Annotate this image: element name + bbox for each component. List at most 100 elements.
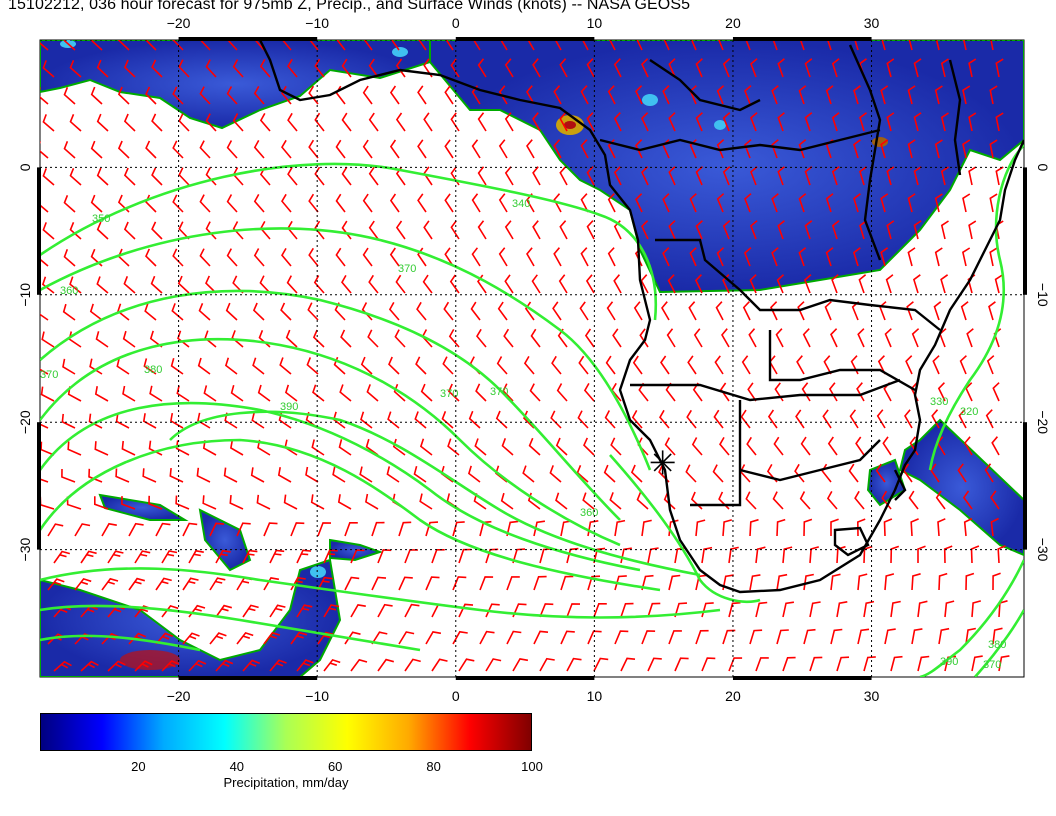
- wind-barb: [881, 40, 886, 51]
- wind-barb: [555, 492, 568, 510]
- wind-barb: [641, 166, 649, 186]
- wind-barb: [287, 58, 298, 78]
- wind-barb: [317, 576, 333, 591]
- wind-barb: [890, 600, 901, 618]
- wind-barb: [224, 357, 238, 375]
- wind-barb: [885, 274, 894, 294]
- colorbar-tick-label: 60: [327, 759, 343, 774]
- wind-barb-feather: [107, 581, 115, 585]
- wind-barb: [471, 139, 481, 159]
- wind-barb: [287, 166, 298, 186]
- wind-barb-feather: [188, 580, 196, 584]
- wind-barb: [857, 628, 870, 645]
- wind-barb: [804, 58, 813, 78]
- wind-barb: [809, 601, 821, 618]
- wind-barb: [121, 440, 136, 456]
- wind-barb-feather: [81, 636, 89, 641]
- wind-barb: [178, 59, 190, 78]
- wind-barb: [715, 301, 724, 321]
- wind-barb: [236, 522, 251, 537]
- wind-barb: [41, 276, 55, 294]
- wind-barb: [161, 550, 178, 564]
- wind-barb: [47, 578, 65, 591]
- wind-barb-feather: [220, 553, 228, 557]
- wind-barb: [559, 58, 568, 78]
- wind-barb: [748, 328, 757, 348]
- colorbar: 20 40 60 80 100 Precipitation, mm/day: [40, 713, 543, 793]
- wind-barb: [197, 412, 211, 429]
- wind-barb: [417, 85, 427, 105]
- wind-barb: [853, 193, 861, 213]
- wind-barb: [418, 40, 427, 51]
- wind-barb: [908, 490, 919, 510]
- wind-barb: [907, 85, 916, 105]
- wind-barb: [314, 112, 325, 132]
- wind-barb: [42, 114, 55, 132]
- wind-barb: [635, 193, 643, 213]
- wind-barb: [722, 58, 731, 78]
- wind-barb: [117, 40, 130, 51]
- wind-barb-feather: [162, 635, 170, 640]
- wind-barb: [182, 632, 200, 645]
- wind-barb: [392, 438, 406, 456]
- svg-text:390: 390: [940, 656, 958, 668]
- wind-barb: [205, 59, 217, 78]
- wind-barb: [796, 355, 805, 375]
- wind-barb: [743, 247, 752, 267]
- wind-barb: [308, 247, 319, 267]
- wind-barb: [641, 630, 656, 645]
- wind-barb: [668, 574, 681, 591]
- wind-barb: [359, 466, 373, 483]
- wind-barb: [822, 409, 832, 429]
- wind-barb: [606, 301, 616, 321]
- wind-barb: [117, 86, 130, 105]
- wind-barb: [198, 302, 211, 321]
- wind-barb: [647, 657, 662, 672]
- lat-tick-label-right: −30: [1035, 538, 1051, 562]
- wind-barb: [962, 85, 971, 105]
- wind-barb-feather: [86, 553, 94, 558]
- wind-barb: [826, 491, 838, 510]
- wind-barb: [858, 274, 867, 294]
- colorbar-tick-label: 20: [131, 759, 146, 774]
- wind-barb: [205, 275, 217, 294]
- wind-barb-feather: [59, 554, 67, 558]
- wind-barb: [524, 301, 535, 321]
- wind-barb: [96, 113, 109, 132]
- wind-barb: [142, 468, 157, 483]
- wind-barb: [965, 572, 975, 591]
- wind-barb: [937, 382, 946, 402]
- wind-barb: [875, 463, 886, 483]
- wind-barb: [580, 247, 589, 267]
- wind-barb: [755, 657, 769, 672]
- wind-barb: [907, 193, 916, 213]
- wind-barb: [53, 660, 72, 672]
- wind-barb: [848, 463, 859, 483]
- wind-barb-feather: [88, 663, 95, 669]
- wind-barb: [312, 329, 325, 348]
- wind-barb: [209, 577, 226, 591]
- wind-barb: [444, 247, 454, 267]
- wind-barb: [755, 601, 768, 618]
- svg-text:330: 330: [930, 396, 948, 408]
- wind-barb: [647, 602, 661, 618]
- wind-barb: [613, 112, 622, 132]
- wind-barb: [501, 438, 514, 456]
- wind-barb: [474, 438, 487, 456]
- wind-barb: [745, 491, 757, 510]
- wind-barb-feather: [140, 608, 149, 613]
- wind-barb: [566, 657, 582, 672]
- svg-text:340: 340: [512, 198, 530, 210]
- wind-barb: [230, 384, 244, 402]
- wind-barb: [259, 275, 271, 294]
- wind-barb: [504, 112, 514, 132]
- wind-barb: [966, 328, 974, 348]
- wind-barb: [662, 193, 670, 213]
- wind-barb: [612, 328, 622, 348]
- wind-barb: [913, 220, 922, 240]
- axis-bar-top: [732, 37, 872, 41]
- wind-barb: [880, 85, 889, 105]
- svg-text:370: 370: [440, 388, 458, 400]
- wind-barb: [802, 328, 811, 348]
- wind-barb: [128, 577, 146, 591]
